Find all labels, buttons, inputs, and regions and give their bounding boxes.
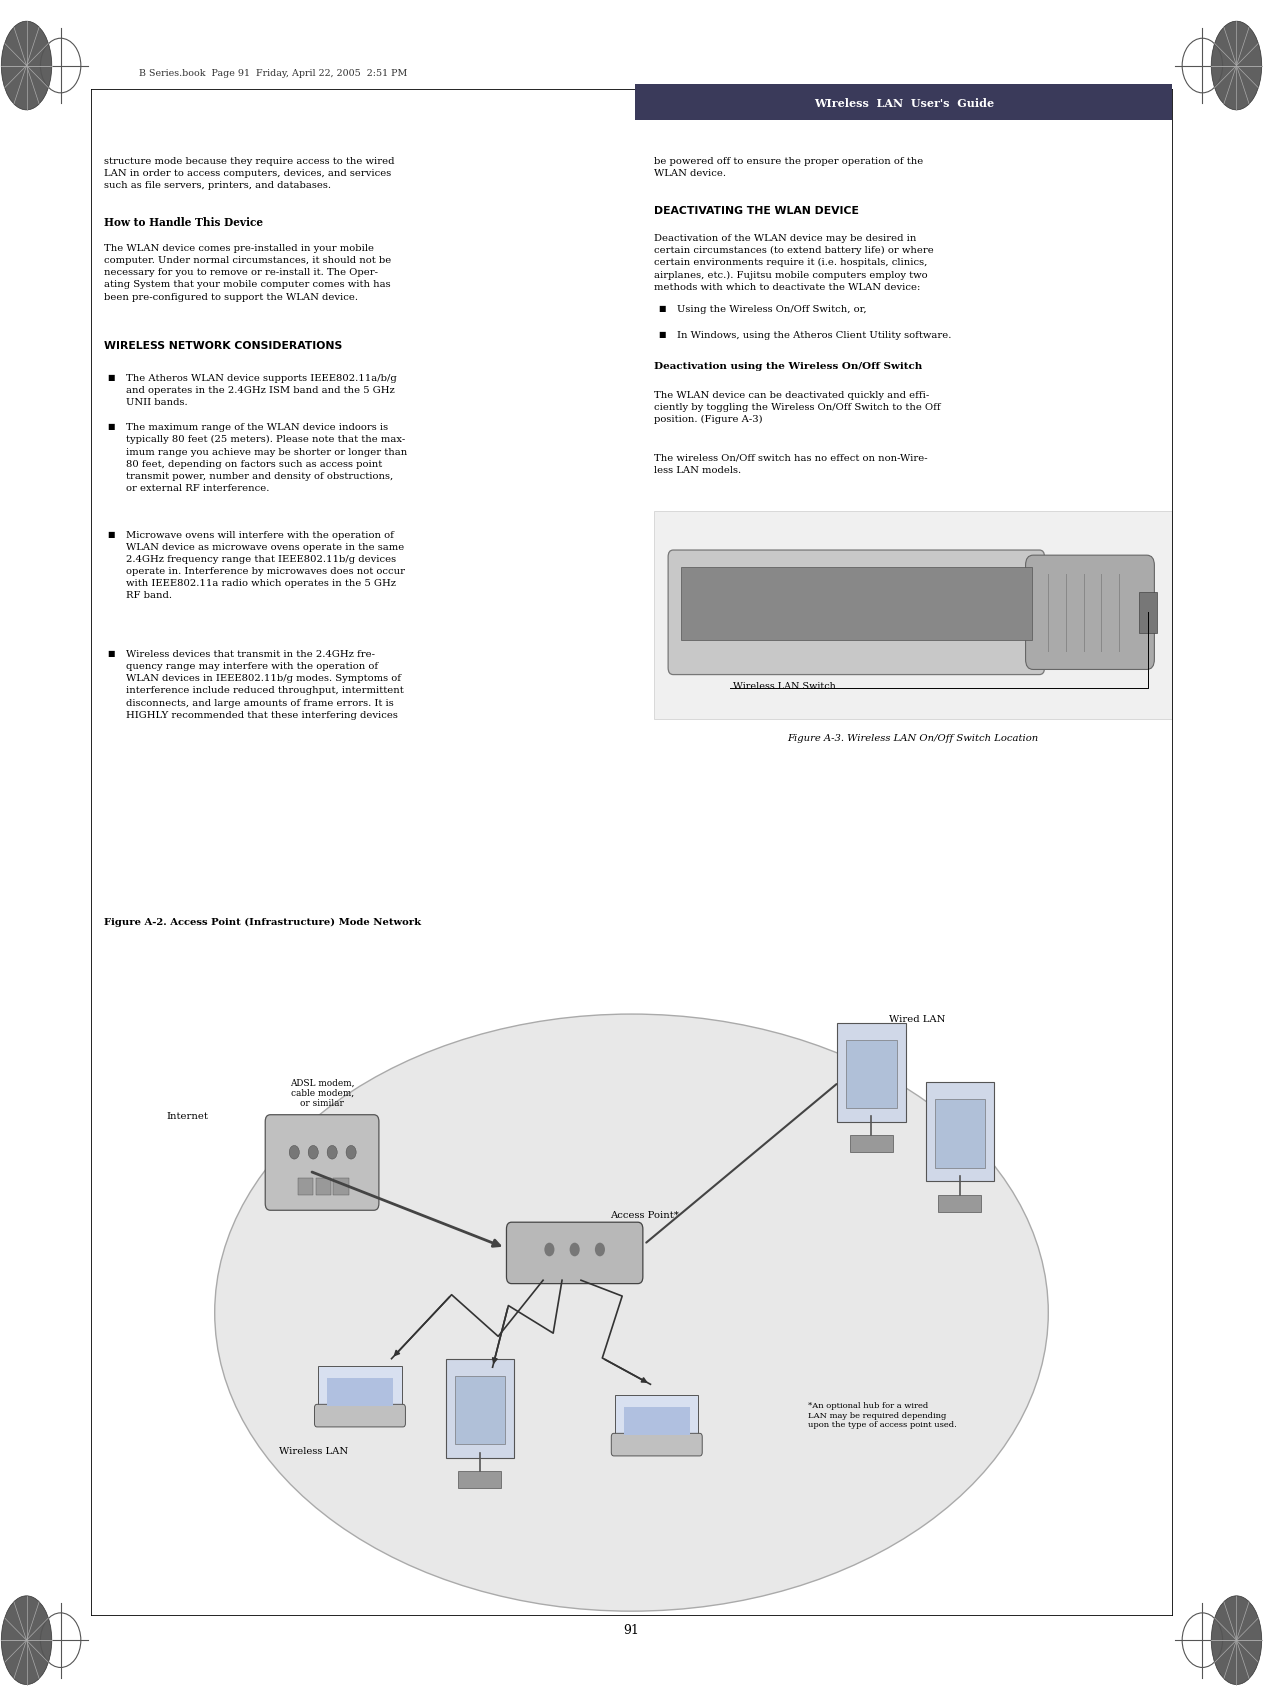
FancyBboxPatch shape (327, 1378, 393, 1407)
Text: DEACTIVATING THE WLAN DEVICE: DEACTIVATING THE WLAN DEVICE (654, 206, 859, 217)
FancyBboxPatch shape (333, 1178, 349, 1195)
FancyBboxPatch shape (298, 1178, 313, 1195)
Circle shape (289, 1146, 299, 1159)
FancyBboxPatch shape (316, 1178, 331, 1195)
FancyBboxPatch shape (850, 1136, 893, 1153)
Text: Internet: Internet (165, 1112, 208, 1120)
Text: Wireless devices that transmit in the 2.4GHz fre-
quency range may interfere wit: Wireless devices that transmit in the 2.… (126, 650, 404, 720)
Text: In Windows, using the Atheros Client Utility software.: In Windows, using the Atheros Client Uti… (677, 331, 951, 339)
Text: Microwave ovens will interfere with the operation of
WLAN device as microwave ov: Microwave ovens will interfere with the … (126, 530, 405, 600)
Ellipse shape (1, 1596, 52, 1685)
FancyBboxPatch shape (318, 1366, 402, 1419)
FancyBboxPatch shape (837, 1023, 906, 1122)
FancyBboxPatch shape (1026, 556, 1154, 670)
FancyBboxPatch shape (611, 1434, 702, 1456)
FancyBboxPatch shape (314, 1405, 405, 1427)
Text: structure mode because they require access to the wired
LAN in order to access c: structure mode because they require acce… (104, 157, 394, 191)
Text: Figure A-2. Access Point (Infrastructure) Mode Network: Figure A-2. Access Point (Infrastructure… (104, 917, 421, 926)
FancyBboxPatch shape (635, 85, 1172, 121)
FancyBboxPatch shape (458, 1471, 501, 1488)
Text: ■: ■ (107, 650, 115, 658)
Ellipse shape (1, 22, 52, 111)
Ellipse shape (1211, 22, 1262, 111)
Ellipse shape (1211, 1596, 1262, 1685)
FancyBboxPatch shape (938, 1195, 981, 1212)
Text: ■: ■ (658, 331, 666, 339)
Text: B Series.book  Page 91  Friday, April 22, 2005  2:51 PM: B Series.book Page 91 Friday, April 22, … (139, 68, 407, 78)
FancyBboxPatch shape (935, 1100, 985, 1168)
FancyBboxPatch shape (654, 512, 1172, 720)
Text: WIRELESS NETWORK CONSIDERATIONS: WIRELESS NETWORK CONSIDERATIONS (104, 341, 342, 351)
FancyBboxPatch shape (846, 1040, 897, 1108)
Text: Wired LAN: Wired LAN (889, 1014, 945, 1023)
FancyBboxPatch shape (615, 1395, 698, 1448)
Text: The WLAN device can be deactivated quickly and effi-
ciently by toggling the Wir: The WLAN device can be deactivated quick… (654, 390, 941, 425)
Text: The WLAN device comes pre-installed in your mobile
computer. Under normal circum: The WLAN device comes pre-installed in y… (104, 244, 390, 302)
Circle shape (327, 1146, 337, 1159)
Circle shape (595, 1243, 605, 1257)
Circle shape (544, 1243, 554, 1257)
Text: Wireless LAN: Wireless LAN (279, 1446, 347, 1454)
Text: *An optional hub for a wired
LAN may be required depending
upon the type of acce: *An optional hub for a wired LAN may be … (808, 1402, 957, 1427)
Text: Wireless LAN Switch: Wireless LAN Switch (733, 682, 835, 691)
FancyBboxPatch shape (1139, 593, 1157, 634)
FancyBboxPatch shape (624, 1407, 690, 1436)
FancyBboxPatch shape (668, 551, 1045, 675)
Text: ■: ■ (107, 423, 115, 431)
Text: ■: ■ (107, 530, 115, 539)
Text: The Atheros WLAN device supports IEEE802.11a/b/g
and operates in the 2.4GHz ISM : The Atheros WLAN device supports IEEE802… (126, 373, 397, 407)
Text: Deactivation of the WLAN device may be desired in
certain circumstances (to exte: Deactivation of the WLAN device may be d… (654, 234, 933, 292)
Text: ADSL modem,
cable modem,
or similar: ADSL modem, cable modem, or similar (289, 1078, 355, 1107)
Circle shape (570, 1243, 580, 1257)
Ellipse shape (215, 1014, 1048, 1611)
FancyBboxPatch shape (506, 1222, 643, 1284)
Text: Deactivation using the Wireless On/Off Switch: Deactivation using the Wireless On/Off S… (654, 361, 922, 370)
Text: ■: ■ (107, 373, 115, 382)
Text: WIreless  LAN  User's  Guide: WIreless LAN User's Guide (815, 97, 994, 109)
FancyBboxPatch shape (681, 568, 1032, 641)
Text: Access Point*: Access Point* (610, 1211, 679, 1219)
Text: ■: ■ (658, 305, 666, 314)
Text: The wireless On/Off switch has no effect on non-Wire-
less LAN models.: The wireless On/Off switch has no effect… (654, 454, 928, 474)
FancyBboxPatch shape (455, 1376, 505, 1444)
Text: The maximum range of the WLAN device indoors is
typically 80 feet (25 meters). P: The maximum range of the WLAN device ind… (126, 423, 408, 493)
Text: How to Handle This Device: How to Handle This Device (104, 217, 263, 227)
Text: 91: 91 (624, 1623, 639, 1637)
FancyBboxPatch shape (446, 1359, 514, 1458)
Circle shape (308, 1146, 318, 1159)
Text: Using the Wireless On/Off Switch, or,: Using the Wireless On/Off Switch, or, (677, 305, 866, 314)
FancyBboxPatch shape (265, 1115, 379, 1211)
Text: Figure A-3. Wireless LAN On/Off Switch Location: Figure A-3. Wireless LAN On/Off Switch L… (788, 733, 1038, 742)
FancyBboxPatch shape (926, 1083, 994, 1182)
Text: be powered off to ensure the proper operation of the
WLAN device.: be powered off to ensure the proper oper… (654, 157, 923, 177)
Circle shape (346, 1146, 356, 1159)
